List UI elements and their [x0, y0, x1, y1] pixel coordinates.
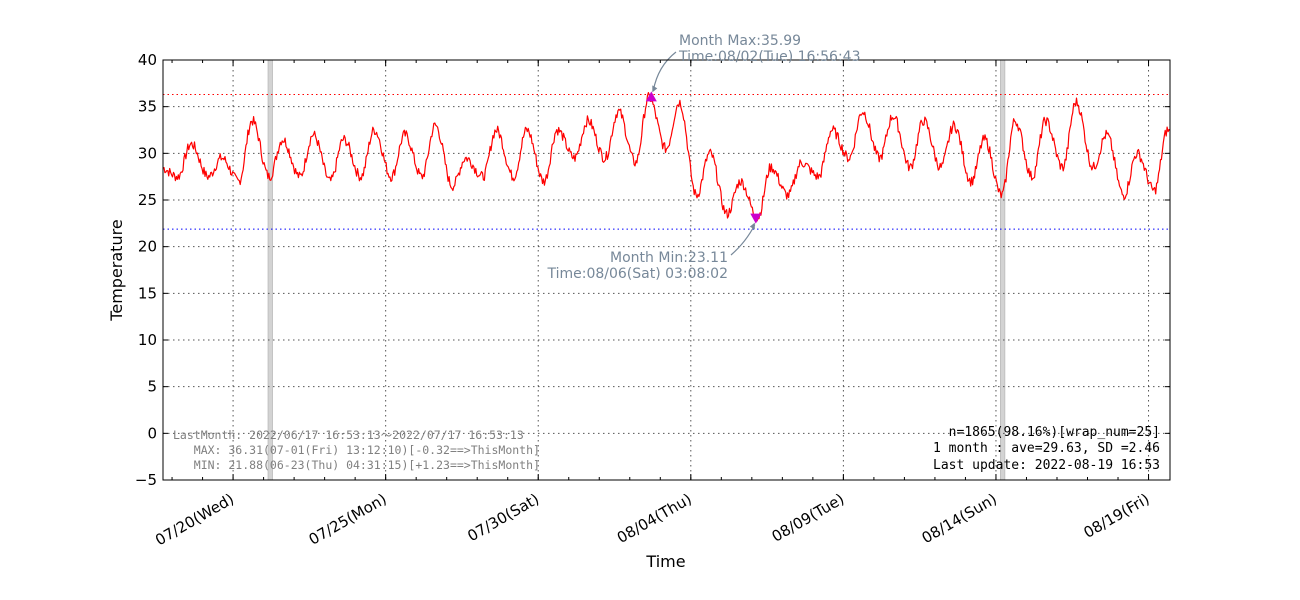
last-month-line3: MIN: 21.88(06-23(Thu) 04:31:15)[+1.23==>… — [173, 458, 540, 472]
y-tick-label: 35 — [138, 98, 157, 116]
min-marker — [750, 213, 762, 224]
max-marker — [645, 91, 657, 102]
stats-line2: 1 month : ave=29.63, SD =2.46 — [933, 441, 1160, 456]
y-tick-label: 15 — [138, 284, 157, 302]
plot-frame — [162, 59, 1171, 481]
y-axis-label: Temperature — [107, 219, 126, 321]
x-axis-label: Time — [645, 552, 685, 571]
y-tick-label: 5 — [147, 378, 157, 396]
min-annotation-line1: Month Min:23.11 — [610, 250, 728, 266]
min-annotation-line2: Time:08/06(Sat) 03:08:02 — [546, 266, 728, 282]
y-tick-label: 30 — [138, 144, 157, 162]
max-annotation-line1: Month Max:35.99 — [679, 33, 801, 49]
stats-line3: Last update: 2022-08-19 16:53 — [933, 458, 1160, 473]
y-tick-label: 40 — [138, 51, 157, 69]
y-tick-label: 20 — [138, 238, 157, 256]
max-annotation-arrow — [652, 51, 677, 91]
y-tick-label: 25 — [138, 191, 157, 209]
last-month-line1: LastMonth: 2022/06/17 16:53:13～2022/07/1… — [173, 428, 524, 442]
shaded-band — [1000, 59, 1006, 481]
y-tick-label: 0 — [147, 424, 157, 442]
max-annotation-line2: Time:08/02(Tue) 16:56:43 — [678, 49, 861, 65]
y-tick-label: −5 — [135, 471, 157, 489]
min-annotation-arrowhead — [749, 222, 755, 230]
shaded-band — [267, 59, 273, 481]
temperature-series-line — [162, 92, 1171, 222]
grid-lines — [163, 60, 1170, 480]
annotation-arrows — [652, 51, 756, 256]
y-tick-label: 10 — [138, 331, 157, 349]
extreme-markers — [645, 91, 762, 224]
max-annotation-arrowhead — [652, 85, 658, 93]
last-month-line2: MAX: 36.31(07-01(Fri) 13:12:10)[-0.32==>… — [173, 443, 540, 457]
reference-lines — [163, 93, 1170, 230]
stats-line1: n=1865(98.16%)[wrap_num=25] — [949, 425, 1160, 440]
